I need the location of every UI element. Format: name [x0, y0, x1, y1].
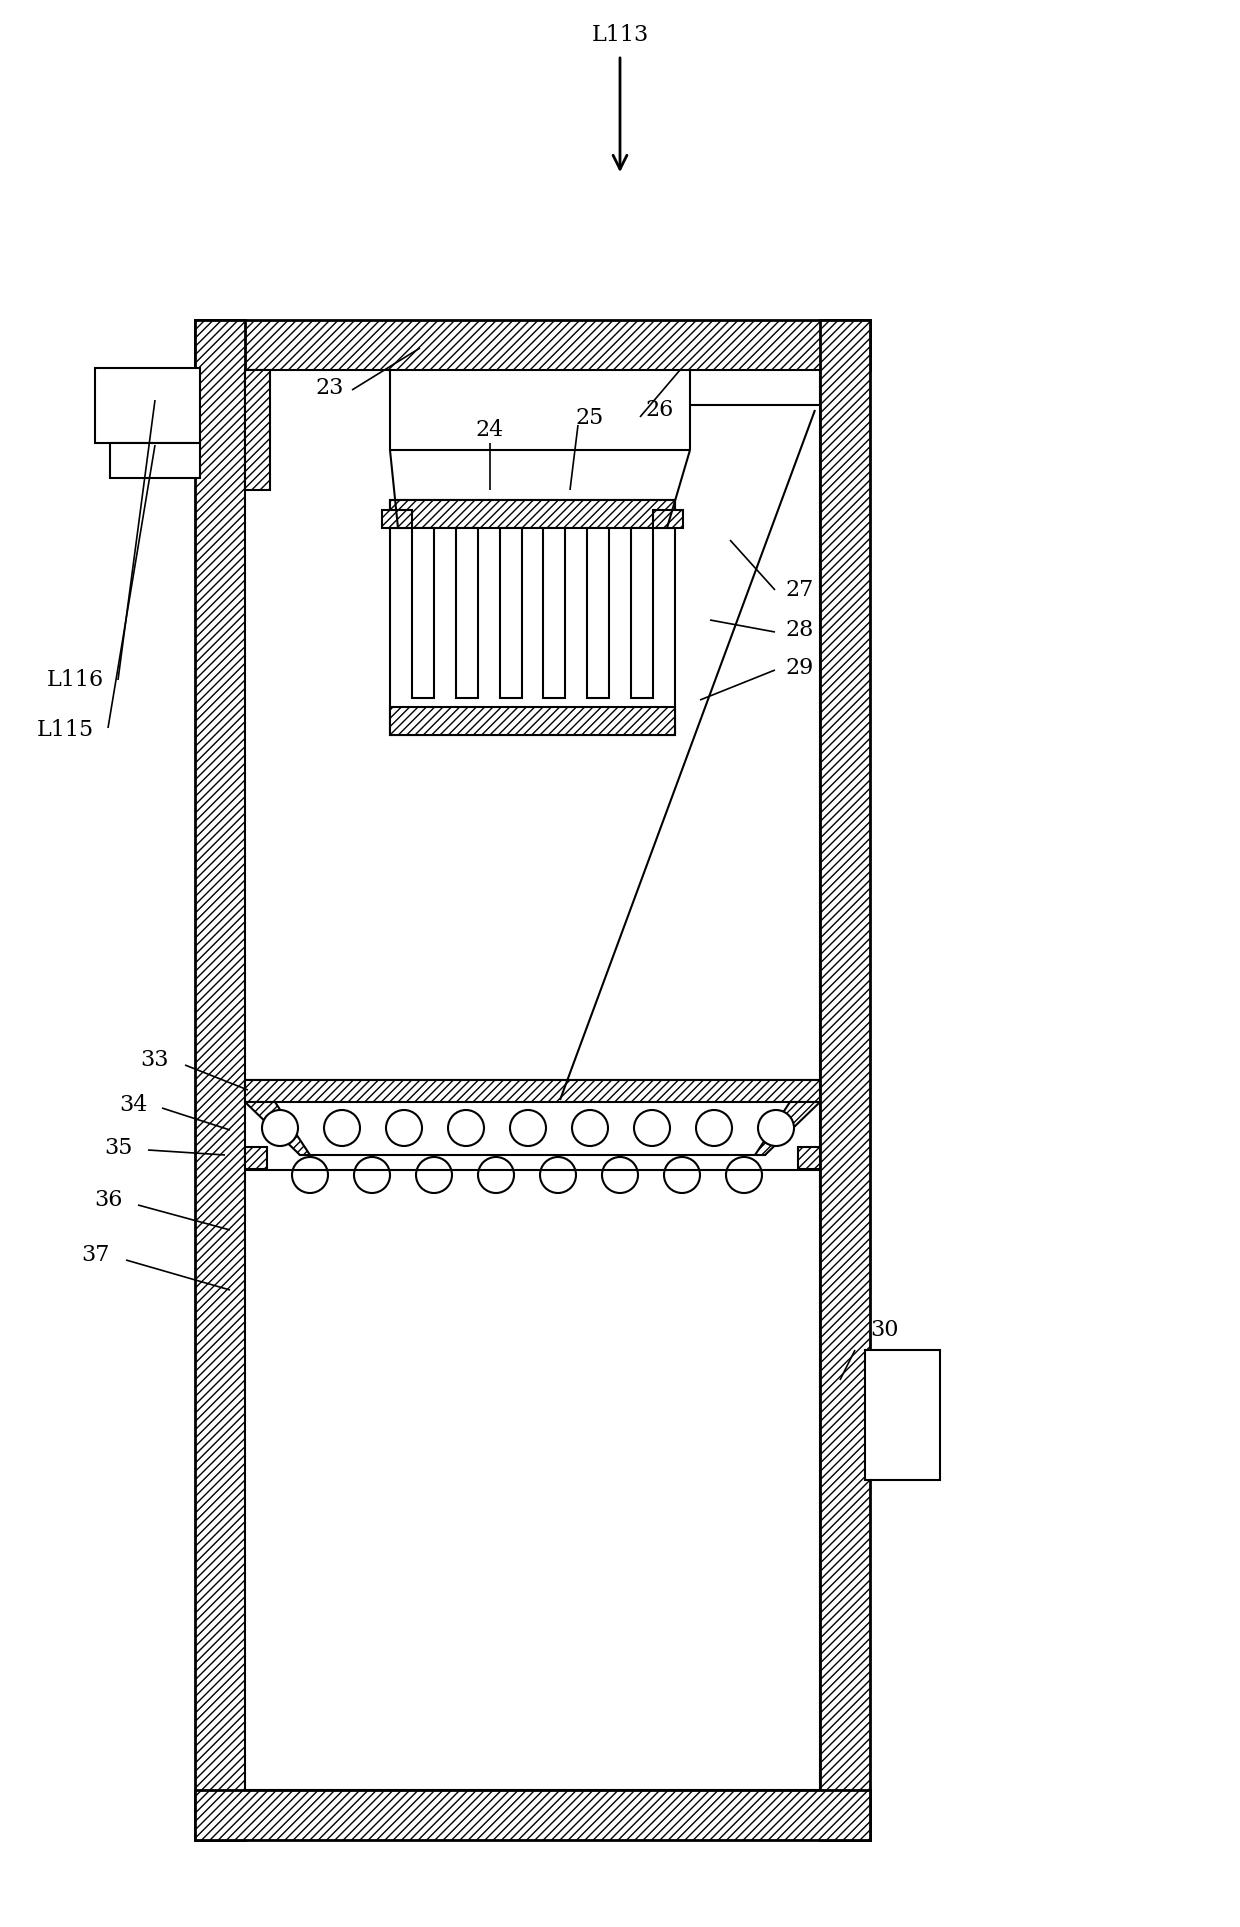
Bar: [382, 511, 412, 528]
Text: L116: L116: [46, 669, 104, 692]
Bar: [195, 1790, 870, 1840]
Circle shape: [262, 1110, 298, 1147]
Text: 30: 30: [870, 1318, 899, 1341]
Bar: [653, 511, 683, 528]
Text: 36: 36: [94, 1189, 123, 1210]
Circle shape: [324, 1110, 360, 1147]
Circle shape: [291, 1156, 329, 1193]
Circle shape: [510, 1110, 546, 1147]
Circle shape: [725, 1156, 763, 1193]
Bar: [391, 707, 675, 734]
Bar: [820, 320, 870, 1840]
Circle shape: [539, 1156, 577, 1193]
Bar: [391, 499, 675, 734]
Bar: [500, 528, 522, 698]
Circle shape: [696, 1110, 732, 1147]
Text: 24: 24: [476, 418, 505, 441]
Circle shape: [448, 1110, 484, 1147]
Circle shape: [758, 1110, 794, 1147]
Circle shape: [572, 1110, 608, 1147]
Bar: [246, 1147, 267, 1170]
Circle shape: [415, 1156, 453, 1193]
Bar: [588, 528, 609, 698]
Circle shape: [386, 1110, 422, 1147]
Text: 27: 27: [786, 578, 815, 601]
Bar: [412, 528, 434, 698]
Text: 34: 34: [119, 1095, 148, 1116]
Polygon shape: [246, 1079, 820, 1154]
Circle shape: [663, 1156, 701, 1193]
Bar: [110, 443, 200, 478]
Bar: [246, 1079, 820, 1102]
Circle shape: [477, 1156, 515, 1193]
Text: 29: 29: [786, 657, 815, 678]
Bar: [543, 528, 565, 698]
Bar: [456, 528, 477, 698]
Bar: [195, 320, 246, 1840]
Text: 23: 23: [316, 378, 345, 399]
Text: 35: 35: [104, 1137, 133, 1158]
Bar: [246, 370, 270, 489]
Bar: [246, 370, 820, 1790]
Text: 33: 33: [141, 1048, 169, 1071]
Bar: [195, 320, 870, 370]
Circle shape: [353, 1156, 391, 1193]
Bar: [799, 1147, 820, 1170]
Circle shape: [634, 1110, 670, 1147]
Text: 25: 25: [575, 407, 604, 430]
Bar: [391, 499, 675, 528]
Bar: [631, 528, 653, 698]
Text: L115: L115: [36, 719, 93, 742]
Bar: [866, 1351, 940, 1480]
Circle shape: [601, 1156, 639, 1193]
Polygon shape: [246, 1102, 310, 1154]
Bar: [95, 368, 200, 443]
Text: 37: 37: [81, 1245, 109, 1266]
Polygon shape: [755, 1102, 820, 1154]
Text: 26: 26: [646, 399, 675, 420]
Text: L113: L113: [591, 23, 649, 46]
Text: 28: 28: [786, 619, 815, 642]
